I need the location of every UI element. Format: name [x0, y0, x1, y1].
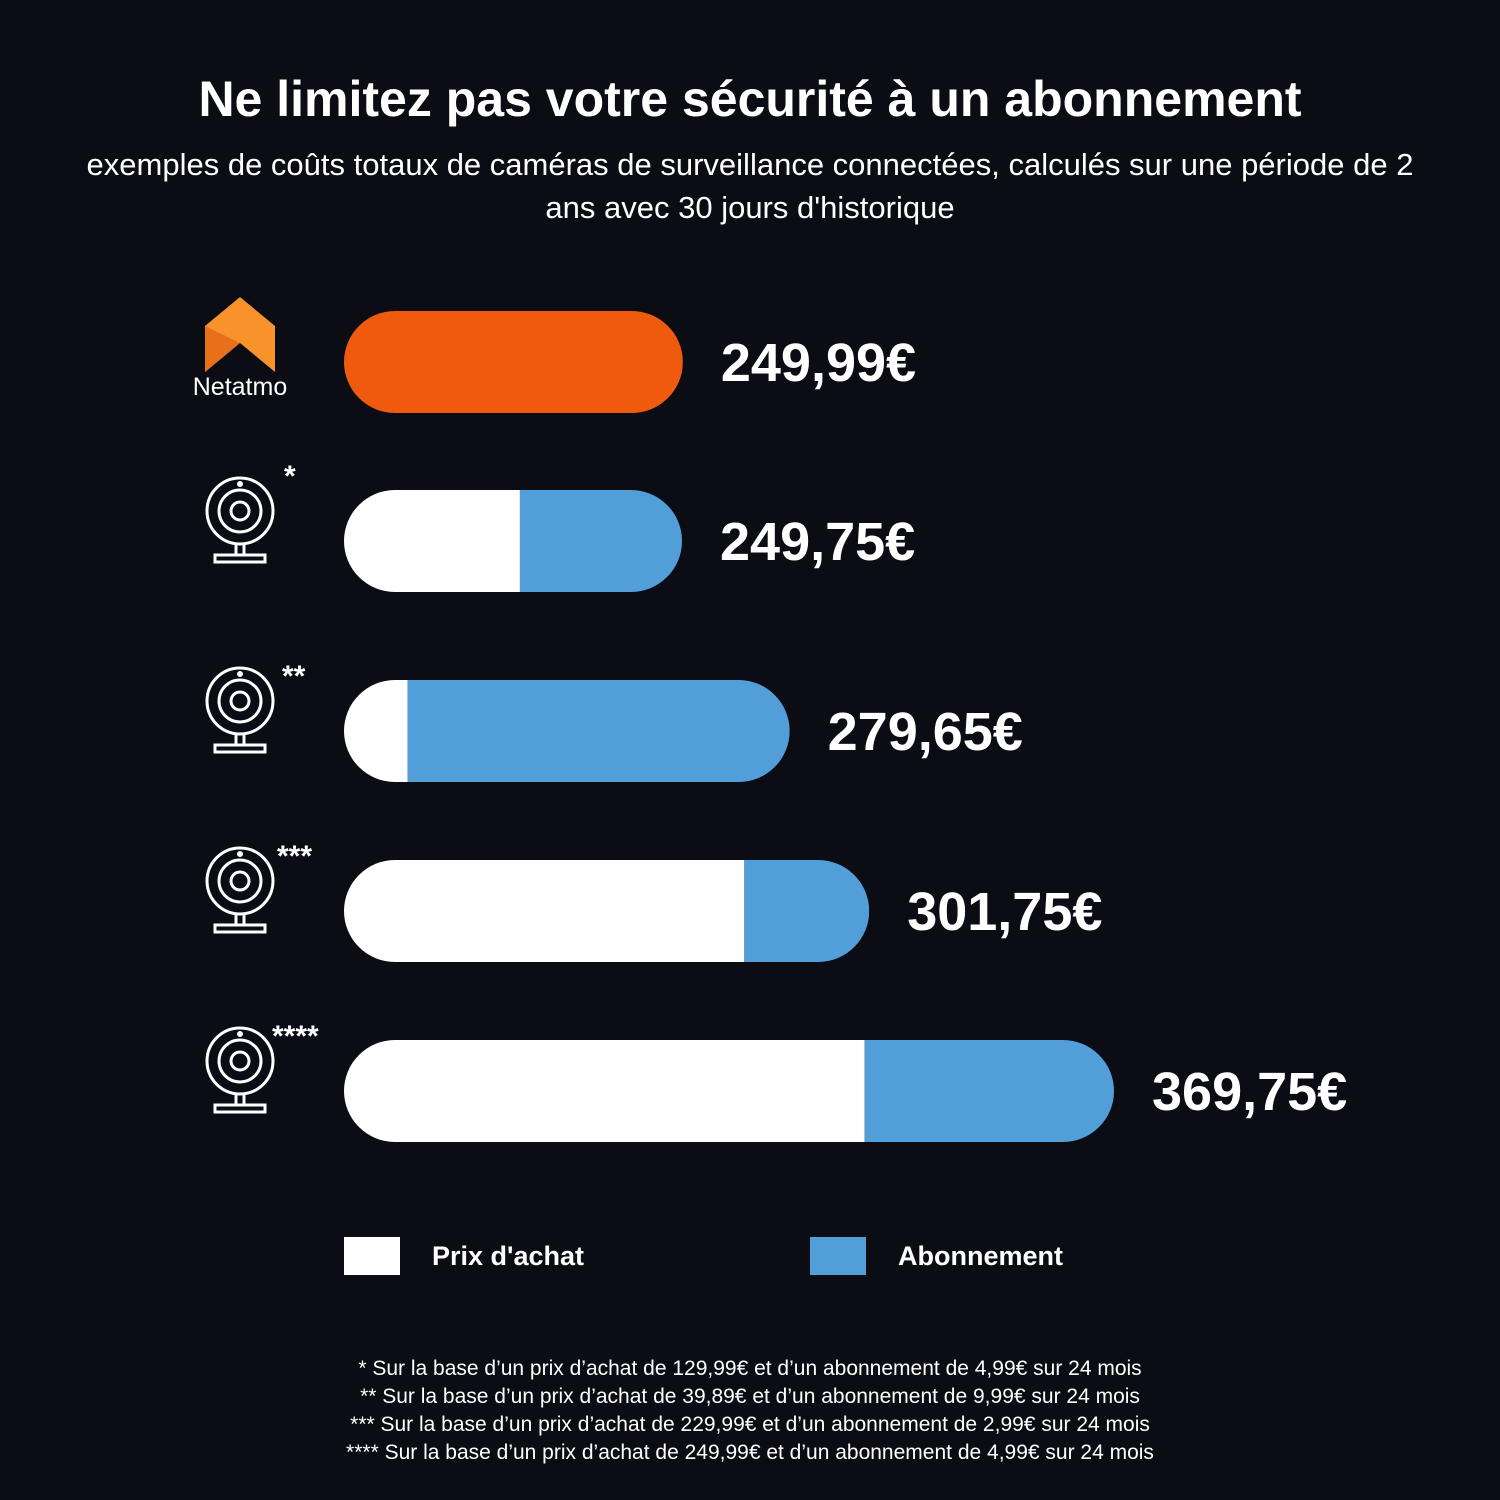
- bar-netatmo: [344, 311, 683, 413]
- value-label: 279,65€: [828, 702, 1023, 762]
- bar-row: [344, 860, 870, 962]
- webcam-icon: [205, 846, 275, 934]
- bar-row: [344, 680, 790, 782]
- bar-row: [344, 1040, 1114, 1142]
- footnote: * Sur la base d’un prix d’achat de 129,9…: [358, 1357, 1142, 1380]
- bar-segment-subscription: [864, 1040, 1114, 1142]
- footnote: **** Sur la base d’un prix d’achat de 24…: [346, 1441, 1154, 1464]
- legend-item-subscription: Abonnement: [810, 1237, 1063, 1275]
- bar-segment-subscription: [407, 680, 790, 782]
- legend-swatch-purchase: [344, 1237, 400, 1275]
- bar-segment-purchase: [344, 1040, 865, 1142]
- footnote: ** Sur la base d’un prix d’achat de 39,8…: [360, 1385, 1140, 1408]
- bar-chart: 249,99€ Netatmo 249,75€ * 279,65€ ** 301,75€ **…: [193, 297, 1347, 1142]
- netatmo-logo: Netatmo: [193, 297, 287, 401]
- brand-name: Netatmo: [193, 373, 287, 401]
- legend-label-subscription: Abonnement: [898, 1240, 1063, 1271]
- bar-segment-subscription: [519, 490, 682, 592]
- footnote-marker: *: [284, 460, 296, 493]
- value-label: 249,75€: [720, 512, 915, 572]
- value-label: 369,75€: [1152, 1062, 1347, 1122]
- bar-row: [344, 311, 683, 413]
- footnotes: * Sur la base d’un prix d’achat de 129,9…: [0, 1355, 1500, 1467]
- footnote-marker: **: [282, 660, 306, 693]
- webcam-icon: [205, 476, 275, 564]
- bar-segment-purchase: [344, 490, 520, 592]
- webcam-icon: [205, 666, 275, 754]
- bar-segment-subscription: [744, 860, 870, 962]
- legend-label-purchase: Prix d'achat: [432, 1240, 584, 1271]
- value-label: 301,75€: [907, 882, 1102, 942]
- value-label: 249,99€: [721, 333, 916, 393]
- bar-segment-purchase: [344, 860, 745, 962]
- webcam-icon: [205, 1026, 275, 1114]
- bar-row: [344, 490, 682, 592]
- chart-subtitle: exemples de coûts totaux de caméras de s…: [86, 147, 1414, 225]
- footnote-marker: ****: [272, 1020, 319, 1053]
- footnote: *** Sur la base d’un prix d’achat de 229…: [350, 1413, 1150, 1436]
- chart-title: Ne limitez pas votre sécurité à un abonn…: [198, 71, 1302, 127]
- legend-item-purchase: Prix d'achat: [344, 1237, 584, 1275]
- footnote-marker: ***: [277, 840, 312, 873]
- bar-segment-purchase: [344, 680, 408, 782]
- legend-swatch-subscription: [810, 1237, 866, 1275]
